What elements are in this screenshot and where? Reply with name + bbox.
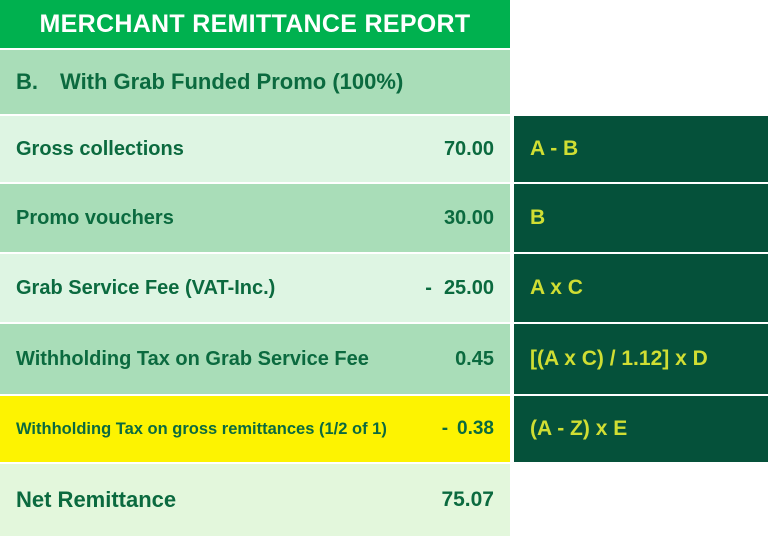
- report-title-bar: MERCHANT REMITTANCE REPORT: [0, 0, 510, 48]
- formula-cell: [(A x C) / 1.12] x D: [514, 324, 768, 394]
- table-row-grab-service-fee: Grab Service Fee (VAT-Inc.) - 25.00: [0, 254, 510, 322]
- formula-cell: A x C: [514, 254, 768, 322]
- report-table: MERCHANT REMITTANCE REPORT B. With Grab …: [0, 0, 510, 536]
- net-remittance-row: Net Remittance 75.07: [0, 464, 510, 536]
- negative-sign: -: [441, 418, 449, 439]
- section-header-row: B. With Grab Funded Promo (100%): [0, 50, 510, 114]
- table-row-promo-vouchers: Promo vouchers 30.00: [0, 184, 510, 252]
- formula-cell: B: [514, 184, 768, 252]
- row-label: Promo vouchers: [16, 206, 174, 229]
- row-amount: 0.45: [455, 347, 494, 370]
- row-label: Gross collections: [16, 137, 184, 160]
- formula-cell: A - B: [514, 116, 768, 182]
- formula-text: A x C: [530, 276, 583, 299]
- row-amount: 0.38: [457, 418, 494, 439]
- report-title: MERCHANT REMITTANCE REPORT: [39, 9, 471, 38]
- net-remittance-label: Net Remittance: [16, 487, 177, 512]
- negative-sign: -: [425, 276, 432, 299]
- formula-text: A - B: [530, 137, 579, 160]
- row-label: Withholding Tax on gross remittances (1/…: [16, 419, 387, 438]
- net-remittance-amount: 75.07: [441, 488, 494, 511]
- row-amount: 70.00: [443, 137, 494, 160]
- formula-cell: (A - Z) x E: [514, 396, 768, 462]
- table-row-gross-collections: Gross collections 70.00: [0, 116, 510, 182]
- formula-text: [(A x C) / 1.12] x D: [530, 347, 708, 370]
- row-amount: 25.00: [443, 276, 494, 299]
- section-index: B.: [16, 69, 38, 94]
- formula-column: A - B B A x C [(A x C) / 1.12] x D (A - …: [514, 116, 768, 462]
- highlighted-row-withholding-tax-gross-remittances: Withholding Tax on gross remittances (1/…: [0, 396, 510, 462]
- table-row-withholding-tax-service-fee: Withholding Tax on Grab Service Fee 0.45: [0, 324, 510, 394]
- formula-text: (A - Z) x E: [530, 417, 628, 440]
- row-amount: 30.00: [443, 206, 494, 229]
- row-label: Grab Service Fee (VAT-Inc.): [16, 276, 276, 299]
- section-title: With Grab Funded Promo (100%): [60, 69, 404, 94]
- row-label: Withholding Tax on Grab Service Fee: [16, 347, 369, 370]
- formula-text: B: [530, 206, 546, 229]
